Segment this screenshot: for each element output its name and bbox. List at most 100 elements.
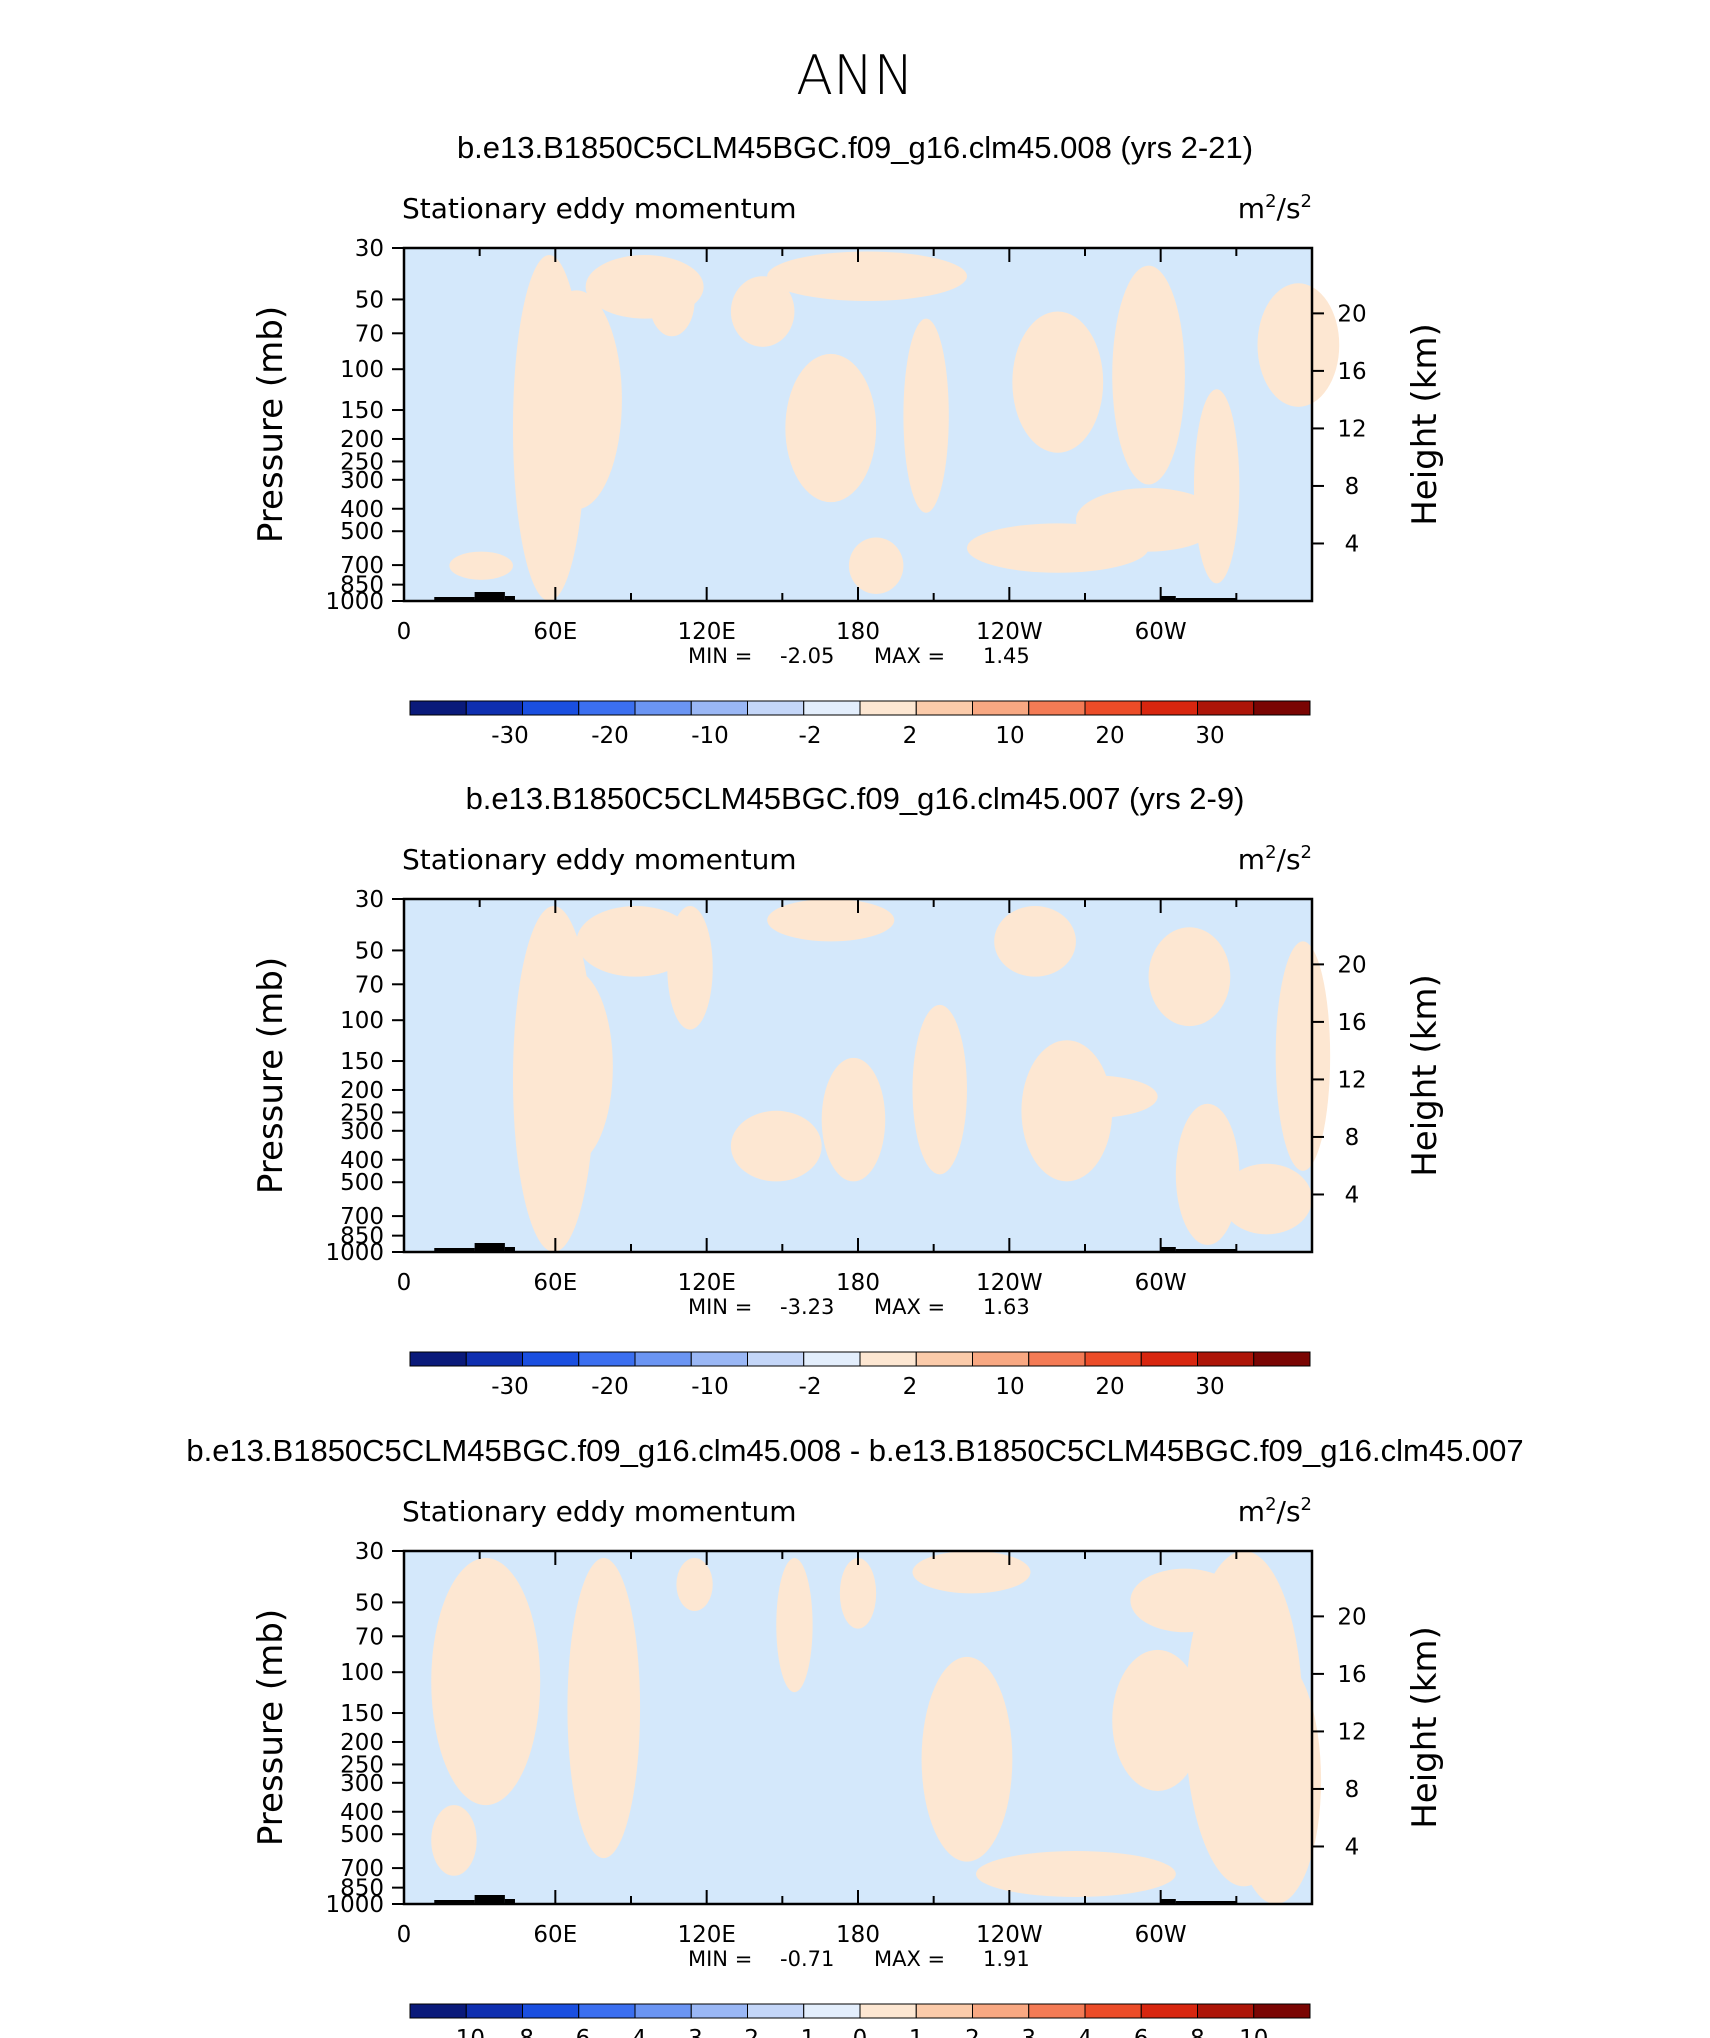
height-tick-label: 4	[1345, 1182, 1360, 1208]
colorbar-label: 10	[995, 723, 1024, 749]
units-label: m2/s2	[1238, 191, 1312, 225]
colorbar-swatch	[409, 1351, 467, 1367]
pressure-tick-label: 700	[340, 1204, 384, 1230]
positive-region	[531, 969, 613, 1164]
field-positive-regions	[449, 251, 1340, 601]
terrain-bar	[504, 596, 515, 601]
colorbar-swatch	[465, 2003, 523, 2019]
colorbar-swatch	[1028, 700, 1086, 716]
positive-region	[431, 1558, 541, 1806]
variable-label: Stationary eddy momentum	[402, 843, 797, 876]
colorbar-label: -4	[624, 2026, 647, 2038]
colorbar: -30 -20 -10 -2 2 10 20 30	[409, 700, 1311, 749]
colorbar-swatch	[1253, 700, 1311, 716]
longitude-axis: 0 60E 120E 180 120W 60W	[397, 899, 1313, 1296]
colorbar-label: 4	[1078, 2026, 1093, 2038]
colorbar-swatch	[859, 2003, 917, 2019]
colorbar-label: 30	[1195, 723, 1224, 749]
units-exp2: 2	[1301, 842, 1312, 863]
pressure-tick-label: 1000	[325, 589, 384, 615]
pressure-tick-label: 250	[340, 1100, 384, 1126]
colorbar-label: -3	[680, 2026, 703, 2038]
positive-region	[1230, 1656, 1322, 1904]
colorbar-swatch	[1253, 1351, 1311, 1367]
variable-label: Stationary eddy momentum	[402, 192, 797, 225]
pressure-tick-label: 100	[340, 357, 384, 383]
colorbar-label: 10	[1239, 2026, 1268, 2038]
lon-tick-label: 120W	[976, 1922, 1043, 1948]
pressure-tick-label: 500	[340, 519, 384, 545]
positive-region	[649, 265, 695, 337]
colorbar-swatch	[803, 2003, 861, 2019]
colorbar-swatch	[1084, 2003, 1142, 2019]
positive-region	[1021, 1040, 1113, 1182]
min-label: MIN =	[688, 1295, 752, 1319]
pressure-tick-label: 850	[340, 1224, 384, 1250]
colorbar-swatch	[972, 2003, 1030, 2019]
positive-region	[821, 1057, 886, 1182]
lon-tick-label: 120E	[677, 619, 735, 645]
terrain-bar	[1160, 596, 1176, 601]
colorbar-label: -30	[491, 723, 529, 749]
positive-region	[567, 1558, 641, 1859]
colorbar-label: 6	[1134, 2026, 1149, 2038]
y-axis-title-left: Pressure (mb)	[251, 1609, 291, 1846]
height-tick-label: 8	[1345, 1777, 1360, 1803]
variable-label: Stationary eddy momentum	[402, 1495, 797, 1528]
colorbar-label: -30	[491, 1374, 529, 1400]
lon-tick-label: 120W	[976, 619, 1043, 645]
colorbar-swatch	[1197, 1351, 1255, 1367]
min-label: MIN =	[688, 1947, 752, 1971]
y-axis-title-left: Pressure (mb)	[251, 306, 291, 543]
y-axis-title-right: Height (km)	[1405, 323, 1445, 526]
colorbar-swatch	[915, 700, 973, 716]
colorbar-label: 2	[965, 2026, 980, 2038]
units-sep: /s	[1277, 192, 1301, 225]
pressure-tick-label: 30	[355, 1539, 384, 1565]
positive-region	[903, 318, 949, 513]
pressure-tick-label: 100	[340, 1008, 384, 1034]
longitude-axis: 0 60E 120E 180 120W 60W	[397, 248, 1313, 645]
colorbar-swatch	[859, 700, 917, 716]
colorbar-label: 20	[1095, 1374, 1124, 1400]
colorbar-swatch	[915, 1351, 973, 1367]
colorbar-swatch	[1140, 700, 1198, 716]
positive-region	[1175, 1103, 1240, 1245]
positive-region	[848, 537, 904, 594]
pressure-tick-label: 200	[340, 1730, 384, 1756]
panel-title: b.e13.B1850C5CLM45BGC.f09_g16.clm45.008 …	[457, 130, 1253, 165]
max-label: MAX =	[874, 1947, 945, 1971]
terrain-bar	[474, 1895, 505, 1904]
positive-region	[449, 551, 513, 580]
colorbar-swatch	[747, 1351, 805, 1367]
colorbar-swatch	[1084, 1351, 1142, 1367]
colorbar-label: -1	[792, 2026, 815, 2038]
terrain-bar	[1175, 1901, 1237, 1904]
field-positive-regions	[512, 899, 1331, 1252]
colorbar: -30 -20 -10 -2 2 10 20 30	[409, 1351, 1311, 1400]
pressure-tick-label: 1000	[325, 1240, 384, 1266]
positive-region	[1193, 389, 1240, 584]
colorbar-label: -20	[591, 1374, 629, 1400]
chart-panel-2: b.e13.B1850C5CLM45BGC.f09_g16.clm45.007 …	[251, 781, 1445, 1400]
pressure-tick-label: 250	[340, 449, 384, 475]
positive-region	[839, 1558, 877, 1629]
colorbar-swatch	[634, 1351, 692, 1367]
height-axis: 20 16 12 8 4	[1312, 1604, 1367, 1860]
positive-region	[1275, 941, 1331, 1171]
chart-panel-3: b.e13.B1850C5CLM45BGC.f09_g16.clm45.008 …	[186, 1433, 1523, 2038]
pressure-tick-label: 300	[340, 1119, 384, 1145]
height-axis: 20 16 12 8 4	[1312, 301, 1367, 557]
height-tick-label: 16	[1337, 1010, 1366, 1036]
terrain	[434, 1895, 1237, 1904]
pressure-tick-label: 300	[340, 468, 384, 494]
colorbar-swatch	[972, 700, 1030, 716]
pressure-tick-label: 200	[340, 427, 384, 453]
min-value: -2.05	[780, 644, 834, 668]
longitude-axis: 0 60E 120E 180 120W 60W	[397, 1551, 1313, 1948]
units-base: m	[1238, 1495, 1265, 1528]
pressure-tick-label: 700	[340, 1856, 384, 1882]
colorbar-label: -6	[567, 2026, 590, 2038]
units-label: m2/s2	[1238, 1494, 1312, 1528]
